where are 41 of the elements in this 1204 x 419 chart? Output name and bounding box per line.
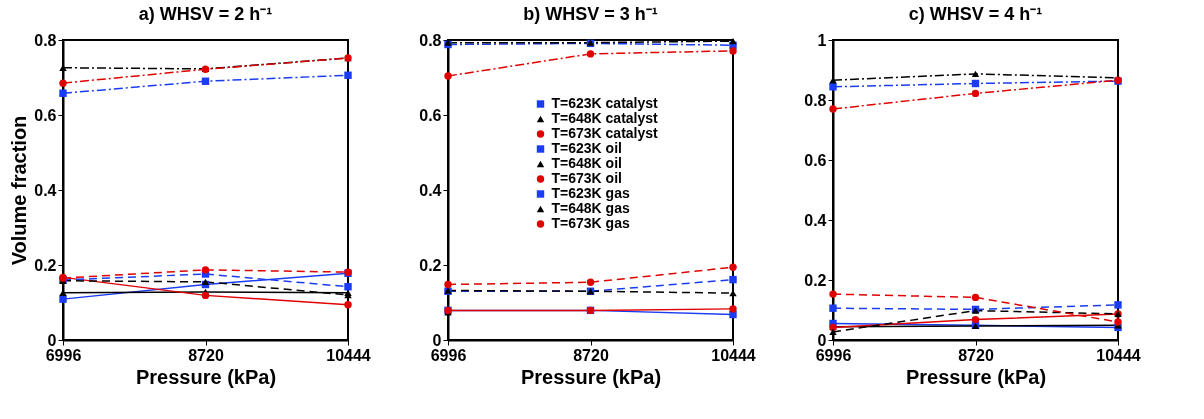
x-tick-label: 10444 [1096, 346, 1141, 364]
legend-label: T=623K catalyst [551, 95, 659, 111]
x-tick-label: 8720 [958, 346, 994, 364]
legend-label: T=673K catalyst [551, 125, 659, 141]
y-tick-label: 0.6 [419, 106, 442, 124]
y-tick-label: 1 [817, 31, 827, 49]
y-tick-label: 0.8 [419, 31, 442, 49]
x-tick-label: 8720 [573, 346, 609, 364]
x-tick-label: 10444 [711, 346, 756, 364]
legend-label: T=648K oil [551, 155, 622, 171]
legend-label: T=648K catalyst [551, 110, 659, 126]
y-tick-label: 0.8 [804, 91, 827, 109]
chart-title: b) WHSV = 3 h⁻¹ [523, 4, 658, 24]
chart-title: c) WHSV = 4 h⁻¹ [908, 4, 1043, 24]
y-tick-label: 0.2 [804, 271, 827, 289]
x-axis-title: Pressure (kPa) [135, 365, 277, 388]
y-tick-label: 0 [817, 331, 827, 349]
chart-title: a) WHSV = 2 h⁻¹ [138, 4, 273, 24]
y-axis-title: Volume fraction [8, 115, 31, 266]
y-tick-label: 0 [47, 331, 57, 349]
x-tick-label: 6996 [430, 346, 467, 364]
legend-label: T=623K oil [551, 140, 622, 156]
y-tick-label: 0.6 [804, 151, 827, 169]
y-tick-label: 0.4 [419, 181, 442, 199]
y-tick-label: 0.4 [34, 181, 57, 199]
x-tick-label: 8720 [188, 346, 224, 364]
y-tick-label: 0 [432, 331, 442, 349]
x-tick-label: 10444 [326, 346, 371, 364]
legend-label: T=623K gas [551, 185, 630, 201]
y-tick-label: 0.4 [804, 211, 827, 229]
legend-label: T=673K oil [551, 170, 622, 186]
y-tick-label: 0.6 [34, 106, 57, 124]
y-tick-label: 0.8 [34, 31, 57, 49]
x-axis-title: Pressure (kPa) [905, 365, 1047, 388]
legend-label: T=648K gas [551, 200, 630, 216]
x-tick-label: 6996 [815, 346, 852, 364]
y-tick-label: 0.2 [34, 256, 57, 274]
legend-label: T=673K gas [551, 215, 630, 231]
x-tick-label: 6996 [45, 346, 82, 364]
y-tick-label: 0.2 [419, 256, 442, 274]
x-axis-title: Pressure (kPa) [520, 365, 662, 388]
